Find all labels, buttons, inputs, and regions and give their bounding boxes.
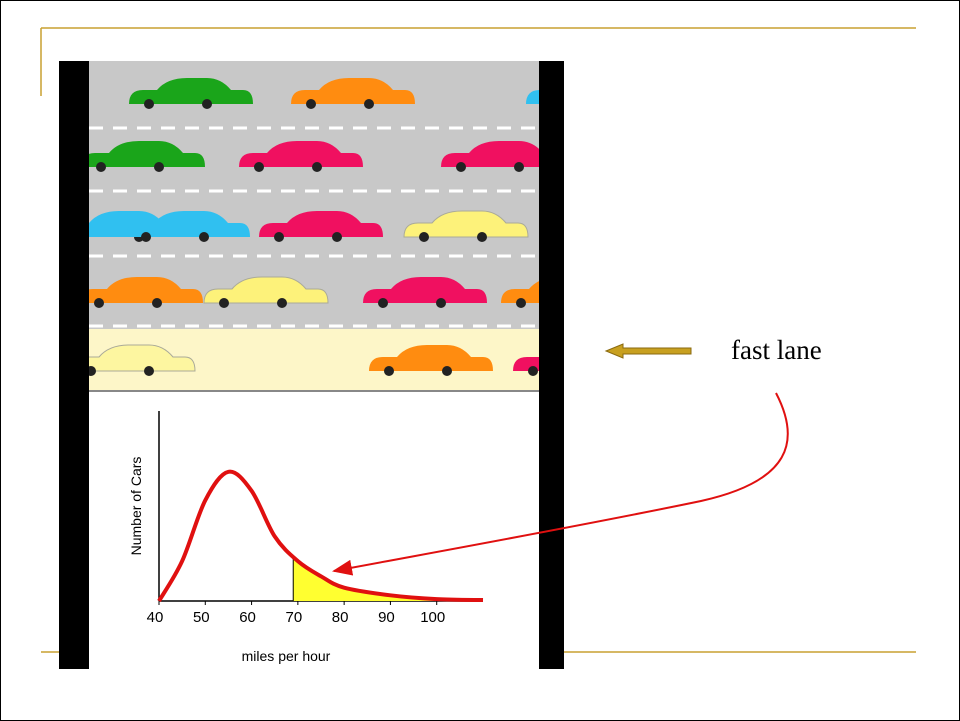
wheel — [202, 99, 212, 109]
wheel — [141, 232, 151, 242]
chart-area — [89, 392, 539, 669]
y-axis-label: Number of Cars — [128, 457, 144, 556]
wheel — [384, 366, 394, 376]
x-tick-label: 100 — [420, 609, 445, 626]
wheel — [254, 162, 264, 172]
wheel — [514, 162, 524, 172]
x-axis-label: miles per hour — [242, 648, 331, 664]
wheel — [199, 232, 209, 242]
wheel — [364, 99, 374, 109]
x-tick-label: 70 — [286, 609, 303, 626]
wheel — [154, 162, 164, 172]
x-tick-label: 90 — [378, 609, 395, 626]
wheel — [378, 298, 388, 308]
wheel — [456, 162, 466, 172]
x-tick-label: 80 — [332, 609, 349, 626]
wheel — [528, 366, 538, 376]
wheel — [599, 99, 609, 109]
slide-canvas: 40 50 60 70 80 90 100 miles per hour Number of C… — [1, 1, 959, 720]
slide: 40 50 60 70 80 90 100 miles per hour Number of C… — [0, 0, 960, 721]
wheel — [94, 298, 104, 308]
arrow — [606, 344, 691, 358]
annotation: fast lane — [731, 335, 822, 365]
wheel — [442, 366, 452, 376]
wheel — [332, 232, 342, 242]
x-tick-label: 60 — [239, 609, 256, 626]
wheel — [152, 298, 162, 308]
wheel — [274, 232, 284, 242]
wheel — [574, 298, 584, 308]
wheel — [419, 232, 429, 242]
wheel — [436, 298, 446, 308]
wheel — [144, 366, 154, 376]
x-tick-label: 50 — [193, 609, 210, 626]
wheel — [219, 298, 229, 308]
wheel — [516, 298, 526, 308]
wheel — [306, 99, 316, 109]
wheel — [277, 298, 287, 308]
wheel — [96, 162, 106, 172]
wheel — [586, 366, 596, 376]
x-tick-label: 40 — [147, 609, 164, 626]
wheel — [312, 162, 322, 172]
wheel — [144, 99, 154, 109]
wheel — [477, 232, 487, 242]
